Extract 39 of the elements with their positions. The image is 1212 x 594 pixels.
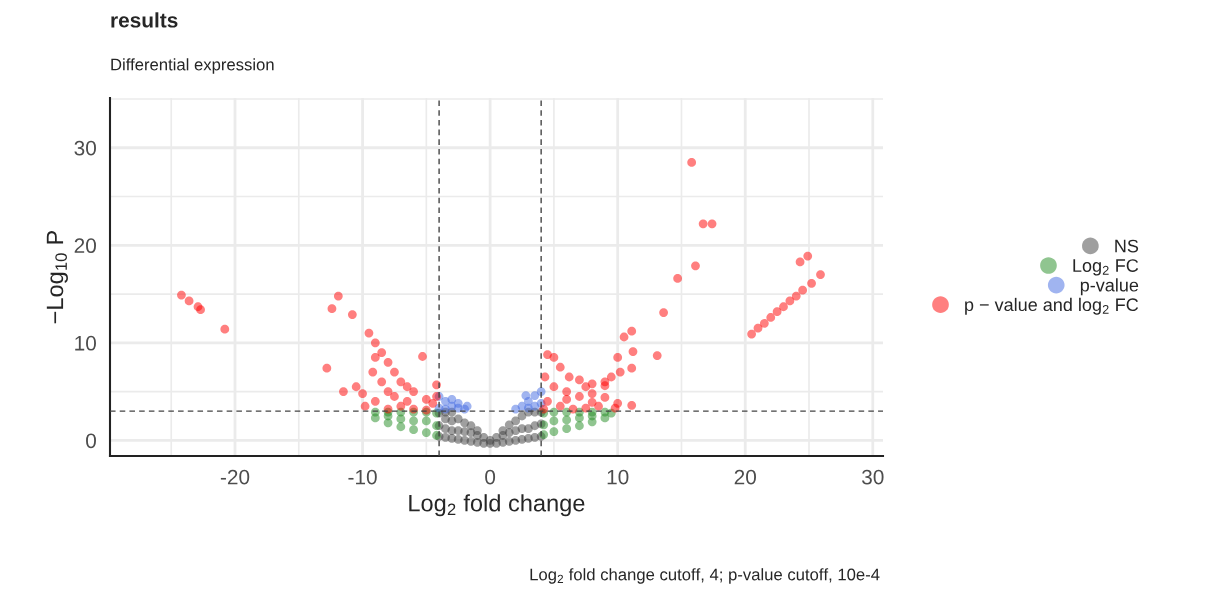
legend-label: p-value <box>1080 278 1139 296</box>
point <box>421 416 431 426</box>
chart-subtitle: Differential expression <box>111 58 274 74</box>
legend-label: Log$_{2}$ FC <box>1073 259 1139 276</box>
y-tick-label: 0 <box>86 433 96 449</box>
text: Log$_{2}$ fold change cutoff, 4; p-value cutoff, 10e-4 <box>530 568 880 584</box>
x-tick-label: 10 <box>607 469 629 485</box>
point <box>530 391 540 400</box>
point <box>421 428 431 437</box>
point <box>511 416 521 426</box>
point <box>562 415 572 425</box>
point <box>396 422 406 432</box>
chart-title: results <box>111 12 178 28</box>
y-tick-label: 20 <box>74 238 96 254</box>
point <box>517 411 527 421</box>
point <box>511 426 521 436</box>
x-tick-label: -20 <box>220 469 250 485</box>
point <box>466 421 476 431</box>
legend-label: p − value and log$_{2}$ FC <box>965 297 1139 315</box>
point <box>549 427 559 436</box>
point <box>472 426 482 436</box>
point <box>409 425 418 435</box>
point <box>453 398 463 408</box>
x-axis-title: Log$_{2}$ fold change <box>409 494 585 517</box>
point <box>562 424 572 434</box>
point <box>524 424 533 434</box>
point <box>447 395 457 404</box>
point <box>409 416 418 426</box>
x-tick-label: 30 <box>862 469 884 485</box>
y-tick-label: 10 <box>75 335 96 351</box>
y-axis-title: −Log$_{10}$ P <box>46 230 68 324</box>
legend-label: NS <box>1115 239 1139 253</box>
point <box>549 416 559 426</box>
x-tick-label: 0 <box>485 469 496 485</box>
point <box>521 391 531 400</box>
y-tick-label: 30 <box>74 140 96 156</box>
point <box>575 421 584 431</box>
x-tick-label: -10 <box>348 469 377 485</box>
x-tick-label: 20 <box>734 469 757 485</box>
